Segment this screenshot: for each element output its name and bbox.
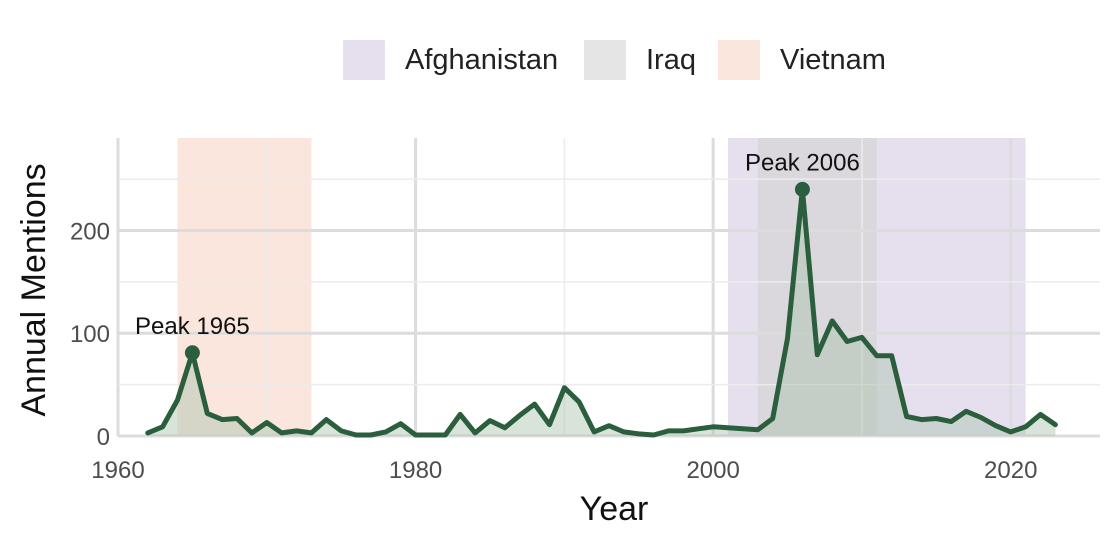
y-tick-label-0: 0 bbox=[97, 424, 110, 451]
line-layer bbox=[145, 186, 1058, 438]
peak-label-1965: Peak 1965 bbox=[135, 313, 250, 340]
legend-label-afghanistan: Afghanistan bbox=[405, 44, 559, 76]
y-tick-label-200: 200 bbox=[70, 218, 110, 245]
x-tick-label-2000: 2000 bbox=[686, 457, 739, 484]
series-line bbox=[145, 186, 1058, 438]
legend-swatch-vietnam bbox=[718, 40, 760, 80]
x-tick-labels: 1960 1980 2000 2020 bbox=[91, 457, 1037, 484]
legend-swatch-iraq bbox=[584, 40, 626, 80]
y-tick-label-100: 100 bbox=[70, 321, 110, 348]
legend-label-iraq: Iraq bbox=[646, 44, 696, 76]
peak-point-2006 bbox=[794, 181, 810, 197]
x-axis-title: Year bbox=[580, 490, 649, 528]
x-tick-label-1980: 1980 bbox=[389, 457, 442, 484]
legend-swatch-afghanistan bbox=[343, 40, 385, 80]
gridlines bbox=[116, 138, 1100, 438]
peak-label-2006: Peak 2006 bbox=[745, 149, 860, 176]
x-tick-label-1960: 1960 bbox=[91, 457, 144, 484]
y-tick-labels: 0 100 200 bbox=[70, 218, 110, 451]
y-axis-title: Annual Mentions bbox=[15, 163, 53, 416]
area-layer bbox=[147, 189, 1056, 436]
peak-point-1965 bbox=[184, 345, 200, 361]
legend: Afghanistan Iraq Vietnam bbox=[0, 38, 1120, 84]
legend-label-vietnam: Vietnam bbox=[780, 44, 886, 76]
annotations: Peak 1965 Peak 2006 bbox=[135, 149, 860, 361]
series-area bbox=[147, 189, 1056, 436]
x-tick-label-2020: 2020 bbox=[984, 457, 1037, 484]
